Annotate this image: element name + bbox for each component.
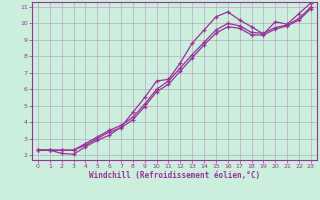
X-axis label: Windchill (Refroidissement éolien,°C): Windchill (Refroidissement éolien,°C) [89, 171, 260, 180]
